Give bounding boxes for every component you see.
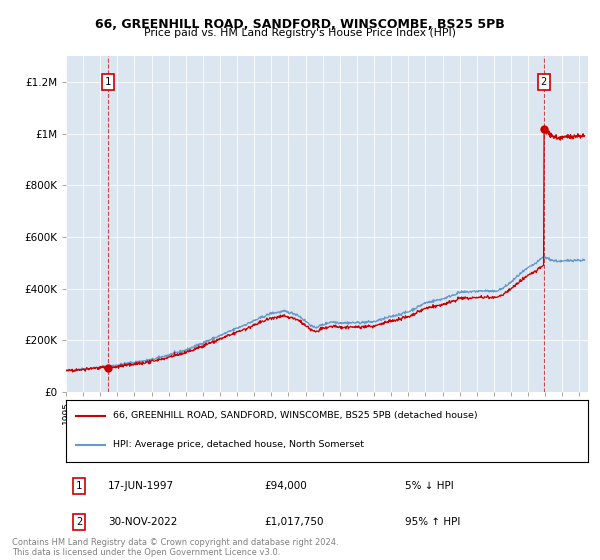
Text: 1: 1 (105, 77, 111, 87)
Text: Price paid vs. HM Land Registry's House Price Index (HPI): Price paid vs. HM Land Registry's House … (144, 28, 456, 38)
Text: £94,000: £94,000 (265, 481, 307, 491)
Text: HPI: Average price, detached house, North Somerset: HPI: Average price, detached house, Nort… (113, 440, 364, 449)
Text: 66, GREENHILL ROAD, SANDFORD, WINSCOMBE, BS25 5PB (detached house): 66, GREENHILL ROAD, SANDFORD, WINSCOMBE,… (113, 411, 478, 421)
Text: Contains HM Land Registry data © Crown copyright and database right 2024.
This d: Contains HM Land Registry data © Crown c… (12, 538, 338, 557)
Text: £1,017,750: £1,017,750 (265, 517, 324, 527)
Text: 2: 2 (541, 77, 547, 87)
Text: 17-JUN-1997: 17-JUN-1997 (108, 481, 174, 491)
Text: 95% ↑ HPI: 95% ↑ HPI (406, 517, 461, 527)
Text: 1: 1 (76, 481, 82, 491)
Text: 30-NOV-2022: 30-NOV-2022 (108, 517, 177, 527)
Text: 2: 2 (76, 517, 82, 527)
Text: 66, GREENHILL ROAD, SANDFORD, WINSCOMBE, BS25 5PB: 66, GREENHILL ROAD, SANDFORD, WINSCOMBE,… (95, 18, 505, 31)
Text: 5% ↓ HPI: 5% ↓ HPI (406, 481, 454, 491)
